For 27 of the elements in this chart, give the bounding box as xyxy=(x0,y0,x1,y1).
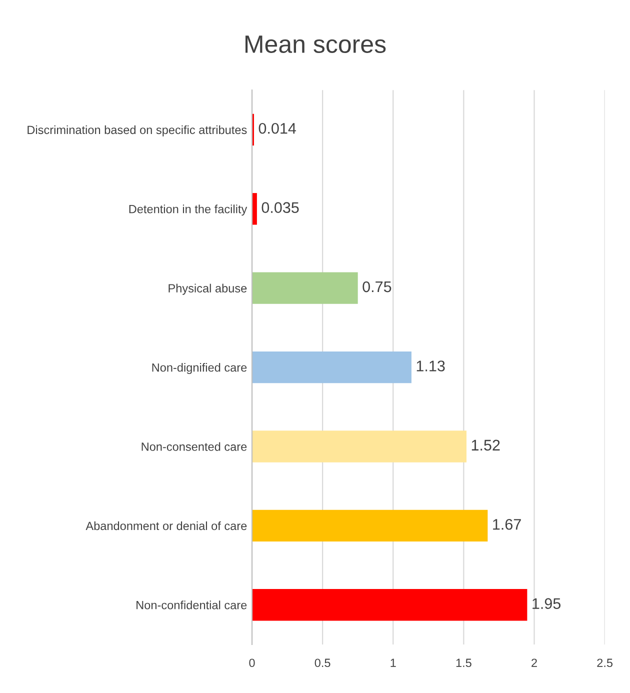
x-tick-label: 0.5 xyxy=(314,658,330,668)
y-tick-label: Physical abuse xyxy=(168,284,247,295)
x-tick-label: 2 xyxy=(532,658,537,667)
x-tick-label: 1.5 xyxy=(456,658,472,668)
bar xyxy=(252,510,488,542)
data-label: 1.13 xyxy=(416,360,445,372)
data-label: 0.035 xyxy=(262,202,299,213)
data-label: 0.75 xyxy=(362,281,392,292)
y-tick-label: Discrimination based on specific attributes xyxy=(28,125,247,136)
y-tick-label: Abandonment or denial of care xyxy=(86,521,247,530)
bar xyxy=(252,430,466,462)
y-tick-label: Detention in the facility xyxy=(129,204,248,216)
data-label: 1.52 xyxy=(472,440,500,451)
bar xyxy=(252,272,358,304)
y-tick-label: Non-consented care xyxy=(142,442,247,451)
data-label: 1.95 xyxy=(532,598,561,609)
bar xyxy=(252,351,412,384)
y-tick-label: Non-confidential care xyxy=(136,600,247,610)
x-tick-label: 1 xyxy=(390,658,396,667)
bar xyxy=(252,589,528,621)
bar xyxy=(252,193,257,225)
x-tick-label: 0 xyxy=(249,658,255,668)
data-label: 0.014 xyxy=(258,122,296,134)
y-tick-label: Non-dignified care xyxy=(152,363,247,374)
data-label: 1.67 xyxy=(493,518,521,530)
chart-title: Mean scores xyxy=(246,36,386,54)
x-tick-label: 2.5 xyxy=(597,658,613,668)
